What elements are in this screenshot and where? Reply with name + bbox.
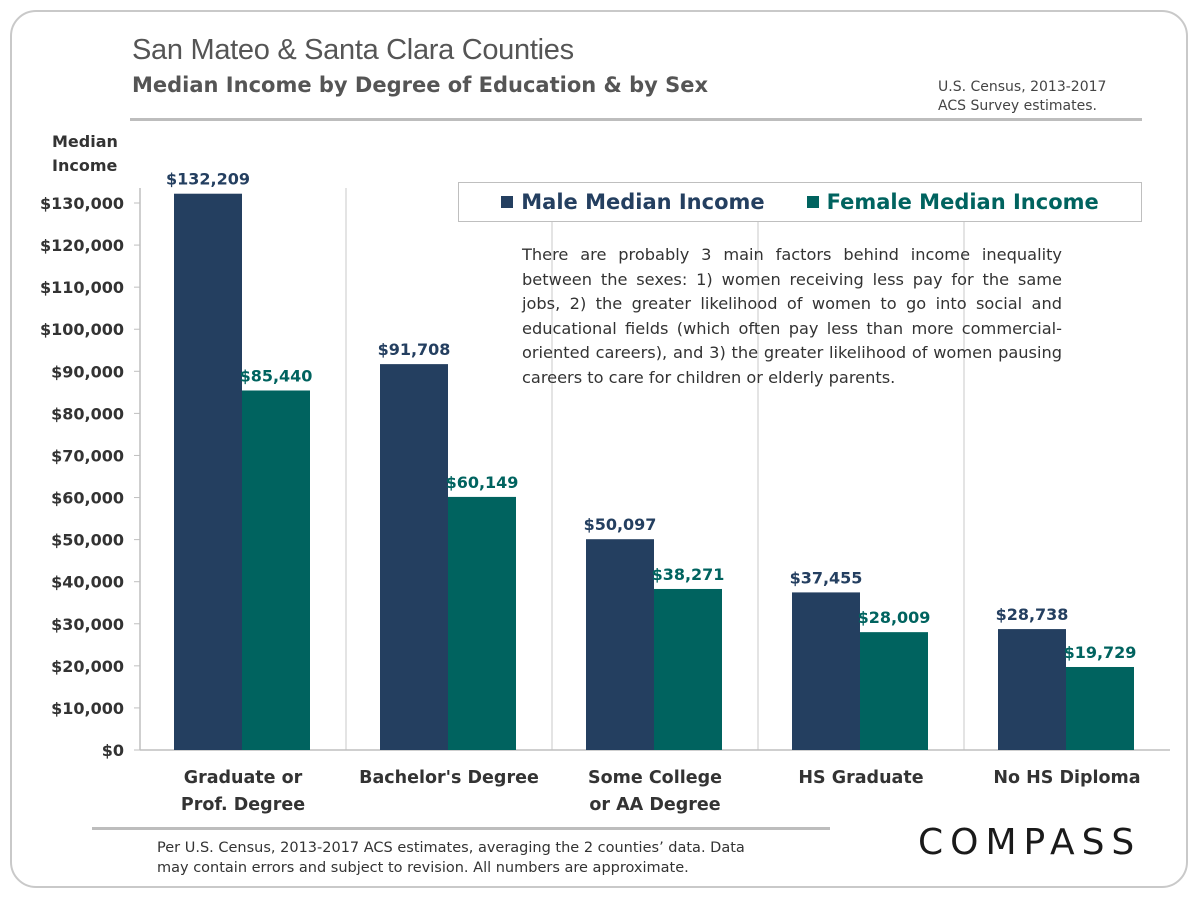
chart-title: San Mateo & Santa Clara Counties: [132, 34, 574, 66]
y-axis-title-line-2: Income: [52, 156, 118, 175]
male-income-bar: [998, 629, 1066, 750]
source-line-1: U.S. Census, 2013-2017: [938, 79, 1107, 95]
legend-label-male: Male Median Income: [521, 190, 765, 214]
female-value-label: $19,729: [1064, 643, 1137, 662]
bottom-divider: [92, 827, 830, 830]
legend-swatch-male: [501, 196, 514, 208]
x-category-label: or AA Degree: [589, 795, 720, 815]
female-income-bar: [242, 390, 310, 750]
top-divider: [130, 118, 1142, 121]
compass-logo: COMPASS: [918, 822, 1142, 863]
x-category-label: Graduate or: [184, 768, 303, 788]
female-value-label: $85,440: [240, 366, 313, 385]
legend-item-male: Male Median Income: [501, 190, 765, 214]
male-income-bar: [586, 539, 654, 750]
chart-legend: Male Median Income Female Median Income: [458, 182, 1142, 222]
female-value-label: $38,271: [652, 565, 725, 584]
female-value-label: $60,149: [446, 473, 519, 492]
y-tick-label: $20,000: [51, 657, 124, 676]
y-tick-label: $80,000: [51, 404, 124, 423]
legend-swatch-female: [806, 196, 819, 208]
x-category-label: Prof. Degree: [181, 795, 305, 815]
male-value-label: $91,708: [378, 340, 451, 359]
y-tick-label: $10,000: [51, 699, 124, 718]
female-value-label: $28,009: [858, 608, 931, 627]
female-income-bar: [1066, 666, 1134, 750]
male-value-label: $28,738: [996, 605, 1069, 624]
male-value-label: $132,209: [166, 170, 250, 189]
y-axis-title-line-1: Median: [52, 132, 118, 151]
x-category-label: Some College: [588, 768, 722, 788]
female-income-bar: [654, 588, 722, 750]
y-tick-label: $40,000: [51, 573, 124, 592]
male-income-bar: [380, 364, 448, 750]
footer-line-2: may contain errors and subject to revisi…: [157, 860, 689, 876]
x-category-label: Bachelor's Degree: [359, 768, 539, 788]
male-value-label: $50,097: [584, 515, 657, 534]
female-income-bar: [860, 632, 928, 750]
male-value-label: $37,455: [790, 568, 863, 587]
y-tick-label: $0: [102, 741, 124, 760]
footer-line-1: Per U.S. Census, 2013-2017 ACS estimates…: [157, 840, 745, 856]
x-category-label: No HS Diploma: [993, 768, 1140, 788]
y-tick-label: $70,000: [51, 446, 124, 465]
y-tick-label: $60,000: [51, 489, 124, 508]
male-income-bar: [792, 592, 860, 750]
y-tick-label: $100,000: [40, 320, 124, 339]
footer-note: Per U.S. Census, 2013-2017 ACS estimates…: [157, 838, 745, 878]
y-tick-label: $90,000: [51, 362, 124, 381]
source-note: U.S. Census, 2013-2017 ACS Survey estima…: [938, 78, 1106, 116]
y-tick-label: $50,000: [51, 531, 124, 550]
y-tick-label: $120,000: [40, 236, 124, 255]
female-income-bar: [448, 496, 516, 750]
y-tick-label: $30,000: [51, 615, 124, 634]
y-axis-title: Median Income: [52, 130, 118, 178]
chart-subtitle: Median Income by Degree of Education & b…: [132, 73, 709, 97]
annotation-text: There are probably 3 main factors behind…: [522, 245, 1062, 387]
male-income-bar: [174, 193, 242, 750]
legend-label-female: Female Median Income: [826, 190, 1099, 214]
source-line-2: ACS Survey estimates.: [938, 98, 1097, 114]
y-tick-label: $130,000: [40, 194, 124, 213]
y-tick-label: $110,000: [40, 278, 124, 297]
legend-item-female: Female Median Income: [806, 190, 1099, 214]
x-category-label: HS Graduate: [798, 768, 923, 788]
